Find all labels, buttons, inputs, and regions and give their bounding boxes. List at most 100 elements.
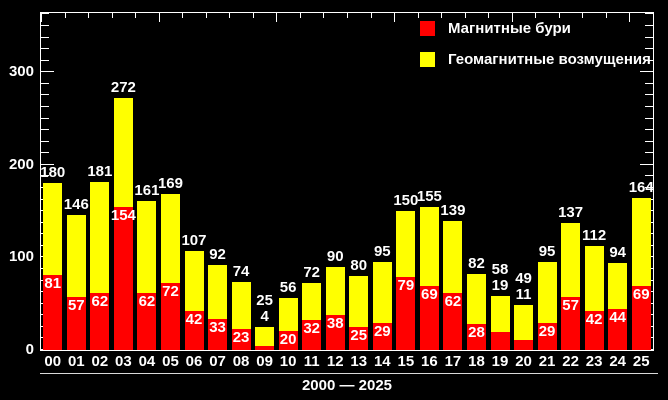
bar-total-label: 112 (582, 227, 607, 245)
x-minor-tick (417, 13, 419, 18)
x-minor-tick (605, 13, 607, 18)
x-minor-tick (488, 13, 490, 18)
bar-segment-storms (66, 297, 86, 350)
x-minor-tick (299, 13, 301, 18)
bar-total-label: 82 (468, 255, 485, 273)
bar-storms-label: 62 (91, 292, 109, 310)
x-tick-label: 25 (632, 353, 650, 370)
bar-total-label: 80 (350, 256, 368, 274)
bar-segment-storms (325, 314, 345, 350)
bar-segment-storms (514, 339, 534, 350)
bar-segment-disturbances (278, 298, 298, 332)
bar-storms-label: 154 (110, 207, 136, 225)
y-major-tick (640, 163, 653, 165)
bar-total-label: 58 (491, 261, 509, 279)
legend: Магнитные бури Геомагнитные возмущения (420, 20, 651, 82)
bar-segment-storms (372, 323, 392, 350)
y-minor-tick (41, 105, 49, 107)
x-tick-label: 05 (162, 353, 179, 370)
bar-segment-disturbances (66, 214, 86, 298)
bar-storms-label: 29 (373, 323, 391, 341)
bar-total-label: 94 (609, 243, 627, 261)
legend-item-storms: Магнитные бури (420, 20, 651, 37)
y-tick-label: 200 (8, 155, 34, 173)
x-tick-label: 08 (232, 353, 250, 370)
x-minor-tick (135, 13, 137, 18)
x-minor-tick (535, 13, 537, 18)
bar-segment-disturbances (443, 221, 463, 293)
x-tick-label: 20 (515, 353, 532, 370)
bar-segment-disturbances (490, 296, 510, 333)
x-tick-label: 00 (44, 353, 62, 370)
bar-segment-storms (113, 207, 133, 350)
bar-segment-storms (443, 292, 463, 350)
bar-segment-storms (43, 275, 63, 350)
bar-storms-label: 20 (279, 331, 297, 349)
x-tick-label: 16 (421, 353, 438, 370)
bar-total-label: 72 (303, 264, 321, 282)
x-minor-tick (64, 13, 66, 18)
bar-segment-disturbances (43, 183, 63, 276)
y-minor-tick (41, 140, 49, 142)
bar-total-label: 180 (40, 164, 66, 182)
y-minor-tick (41, 82, 49, 84)
x-minor-tick (347, 13, 348, 18)
bar-storms-label: 72 (162, 283, 179, 301)
bar-total-label: 164 (628, 179, 654, 197)
bar-segment-disturbances (255, 326, 275, 347)
y-minor-tick (41, 129, 49, 131)
bar-segment-storms (561, 297, 581, 350)
bar-storms-label: 44 (609, 309, 627, 327)
bar-segment-storms (631, 286, 651, 350)
bar-segment-storms (537, 323, 557, 350)
x-tick-label: 19 (491, 353, 509, 370)
bar-segment-storms (160, 283, 180, 350)
y-minor-tick (645, 48, 653, 50)
x-tick-label: 21 (538, 353, 556, 370)
x-major-tick (511, 13, 513, 22)
bar-storms-label: 29 (538, 323, 556, 341)
y-minor-tick (645, 59, 653, 61)
bar-segment-disturbances (466, 274, 486, 325)
bar-segment-disturbances (302, 283, 322, 321)
x-tick-label: 23 (585, 353, 603, 370)
x-axis-title: 2000 — 2025 (301, 377, 393, 394)
bar-segment-disturbances (349, 275, 369, 327)
bar-segment-storms (419, 286, 439, 350)
bar-storms-label: 79 (397, 276, 415, 294)
bar-segment-disturbances (561, 223, 581, 298)
bar-segment-storms (208, 319, 228, 350)
bar-segment-disturbances (631, 198, 651, 287)
x-tick-label: 24 (609, 353, 627, 370)
bar-total-label: 95 (373, 243, 391, 261)
bar-storms-label: 42 (585, 311, 603, 329)
legend-item-disturbances: Геомагнитные возмущения (420, 51, 651, 68)
x-tick-label: 04 (138, 353, 156, 370)
x-minor-tick (111, 13, 113, 18)
bar-total-label: 161 (134, 181, 160, 199)
bar-storms-label: 69 (421, 286, 438, 304)
bar-storms-label: 42 (185, 311, 203, 329)
bar-total-label: 146 (63, 195, 89, 213)
bar-total-label: 92 (209, 245, 226, 263)
y-minor-tick (645, 105, 653, 107)
bar-storms-label: 4 (260, 307, 269, 325)
legend-label-disturbances: Геомагнитные возмущения (448, 51, 651, 68)
bar-storms-label: 69 (632, 286, 650, 304)
bar-segment-disturbances (584, 246, 604, 312)
x-minor-tick (205, 13, 207, 18)
bar-segment-storms (349, 326, 369, 350)
bar-total-label: 107 (181, 231, 207, 249)
legend-swatch-storms (420, 21, 435, 36)
bar-segment-disturbances (137, 200, 157, 293)
x-tick-label: 18 (468, 353, 485, 370)
y-minor-tick (41, 13, 49, 15)
x-tick-label: 06 (185, 353, 203, 370)
bar-segment-storms (278, 331, 298, 350)
bar-total-label: 181 (87, 163, 113, 181)
bar-segment-storms (231, 328, 251, 350)
x-minor-tick (653, 13, 654, 18)
y-minor-tick (645, 24, 653, 26)
x-minor-tick (182, 13, 184, 18)
bar-total-label: 25 (256, 291, 273, 309)
